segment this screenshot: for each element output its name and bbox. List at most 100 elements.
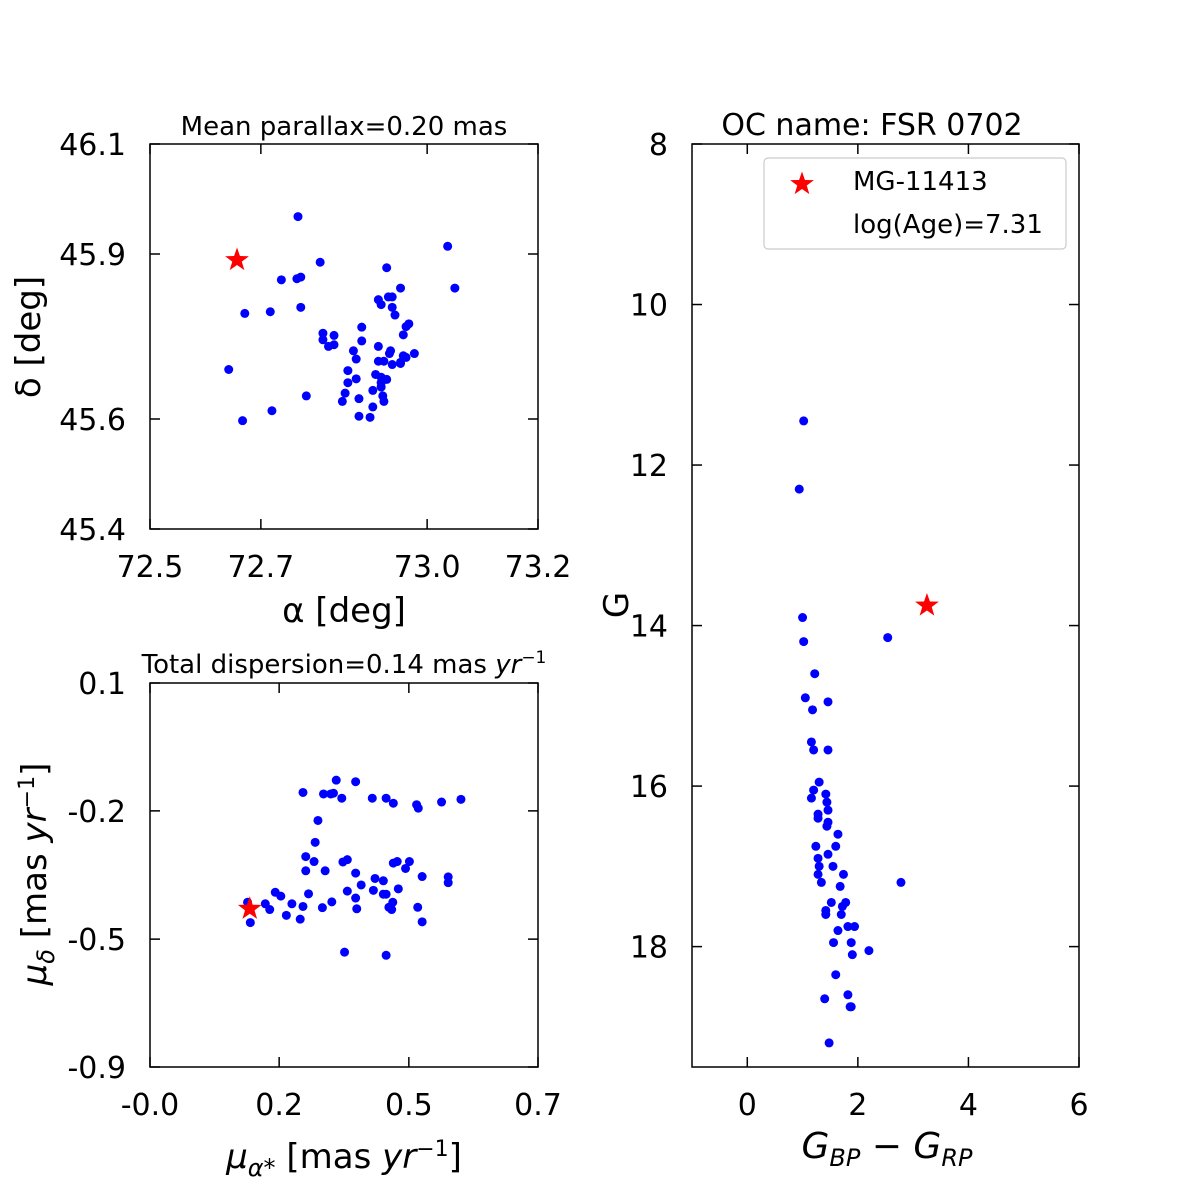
member-point (799, 416, 809, 426)
x-tick-label: 0.2 (255, 1088, 303, 1123)
member-point (320, 866, 330, 876)
member-point (354, 411, 364, 421)
member-point (351, 354, 361, 364)
member-point (798, 613, 808, 623)
member-point (833, 829, 843, 839)
member-point (343, 366, 353, 376)
cmd-panel: OC name: FSR 0702 0 2 4 6 8 10 12 14 16 18 GBP −… (597, 108, 1089, 1172)
y-tick-label: 0.1 (78, 667, 126, 702)
member-point (357, 336, 367, 346)
member-point (847, 950, 857, 960)
member-point (238, 416, 248, 426)
legend-entry-highlight: MG-11413 (853, 167, 988, 197)
pm-plot-area (237, 775, 466, 960)
y-tick-label: 16 (630, 770, 668, 805)
member-point (831, 841, 841, 851)
member-point (814, 861, 824, 871)
member-point (401, 863, 411, 873)
member-point (357, 322, 367, 332)
x-tick-label: 72.7 (227, 550, 294, 585)
member-point (833, 926, 843, 936)
cmd-y-axis: 8 10 12 14 16 18 (630, 128, 1079, 966)
radec-frame (149, 143, 539, 530)
member-point (838, 869, 848, 879)
cmd-y-label: G (597, 592, 637, 618)
member-point (310, 837, 320, 847)
member-point (295, 914, 305, 924)
member-point (813, 813, 823, 823)
member-point (413, 803, 423, 813)
member-point (298, 787, 308, 797)
member-point (318, 335, 328, 345)
cmd-x-axis: 0 2 4 6 (738, 144, 1089, 1123)
cmd-title: OC name: FSR 0702 (721, 108, 1022, 143)
member-point (373, 341, 383, 351)
member-point (404, 857, 414, 867)
member-point (378, 876, 388, 886)
y-tick-label: 8 (649, 128, 668, 163)
member-point (811, 841, 821, 851)
x-tick-label: 2 (848, 1088, 867, 1123)
member-point (387, 905, 397, 915)
y-tick-label: 10 (630, 289, 668, 324)
member-point (317, 903, 327, 913)
x-tick-label: 0.5 (385, 1088, 433, 1123)
x-tick-label: 4 (959, 1088, 978, 1123)
member-point (313, 815, 323, 825)
member-point (323, 341, 333, 351)
member-point (823, 745, 833, 755)
member-point (824, 1038, 834, 1048)
member-point (329, 330, 339, 340)
member-point (387, 292, 397, 302)
member-point (315, 257, 325, 267)
member-point (368, 385, 378, 395)
member-point (417, 872, 427, 882)
radec-panel: Mean parallax=0.20 mas 72.5 72.7 73.0 73.2 … (9, 112, 571, 631)
cmd-plot-area (794, 416, 939, 1048)
member-point (823, 697, 833, 707)
y-tick-label: 45.4 (59, 513, 126, 548)
y-tick-label: 45.9 (59, 238, 126, 273)
member-point (417, 917, 427, 927)
member-point (821, 910, 831, 920)
legend-entry-age: log(Age)=7.31 (853, 210, 1043, 240)
x-tick-label: 72.5 (117, 550, 184, 585)
member-point (351, 868, 361, 878)
legend-star-icon (790, 171, 814, 195)
member-point (276, 275, 286, 285)
member-point (352, 904, 362, 914)
member-point (822, 797, 832, 807)
legend-box (763, 157, 1067, 250)
member-point (304, 889, 314, 899)
y-tick-label: 45.6 (59, 403, 126, 438)
pm-x-axis: -0.0 0.2 0.5 0.7 (121, 683, 562, 1123)
pm-title: Total dispersion=0.14 mas yr−1 (141, 648, 547, 680)
member-point (850, 922, 860, 932)
cmd-frame (691, 143, 1080, 1068)
y-tick-label: 14 (630, 610, 668, 645)
member-point (864, 946, 874, 956)
member-point (813, 869, 823, 879)
member-point (835, 881, 845, 891)
member-point (337, 793, 347, 803)
member-point (846, 1002, 856, 1012)
member-point (806, 737, 816, 747)
member-point (799, 637, 809, 647)
member-point (318, 789, 328, 799)
member-point (309, 857, 319, 867)
member-point (365, 412, 375, 422)
y-tick-label: -0.9 (67, 1051, 126, 1086)
x-tick-label: 73.2 (505, 550, 572, 585)
member-point (301, 391, 311, 401)
member-point (396, 283, 406, 293)
member-point (386, 346, 396, 356)
pm-panel: Total dispersion=0.14 mas yr−1 -0.0 0.2 0.… (15, 648, 562, 1182)
member-point (328, 788, 338, 798)
member-point (356, 880, 366, 890)
member-point (245, 918, 255, 928)
member-point (387, 360, 397, 370)
member-point (381, 950, 391, 960)
cmd-legend: MG-11413 log(Age)=7.31 (763, 157, 1067, 250)
radec-y-axis: 45.4 45.6 45.9 46.1 (59, 128, 538, 548)
